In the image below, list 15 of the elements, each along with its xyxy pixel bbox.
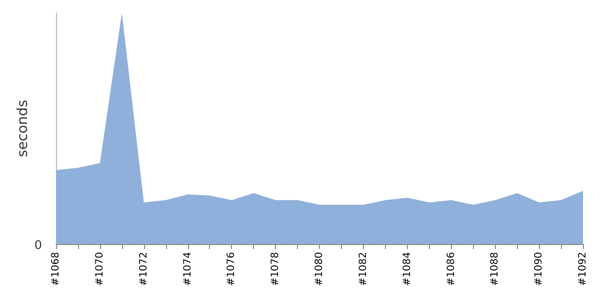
x-tick-label: #1090 — [534, 252, 545, 286]
x-tick-label: #1078 — [270, 252, 282, 286]
x-tick-label: #1092 — [578, 252, 588, 286]
y-axis-title: seconds — [15, 100, 31, 158]
x-tick-label: #1086 — [446, 252, 457, 286]
x-tick-label: #1070 — [94, 252, 106, 286]
x-tick-label: #1084 — [402, 252, 413, 286]
x-tick-label: #1076 — [226, 252, 238, 286]
x-tick-label: #1080 — [314, 252, 325, 286]
x-tick-label: #1074 — [182, 252, 194, 286]
x-tick-label: #1082 — [358, 252, 369, 286]
text: 0 — [34, 238, 42, 252]
x-tick-label: #1072 — [138, 252, 150, 286]
x-tick-label: #1068 — [50, 252, 62, 286]
x-tick-label: #1088 — [490, 252, 501, 286]
